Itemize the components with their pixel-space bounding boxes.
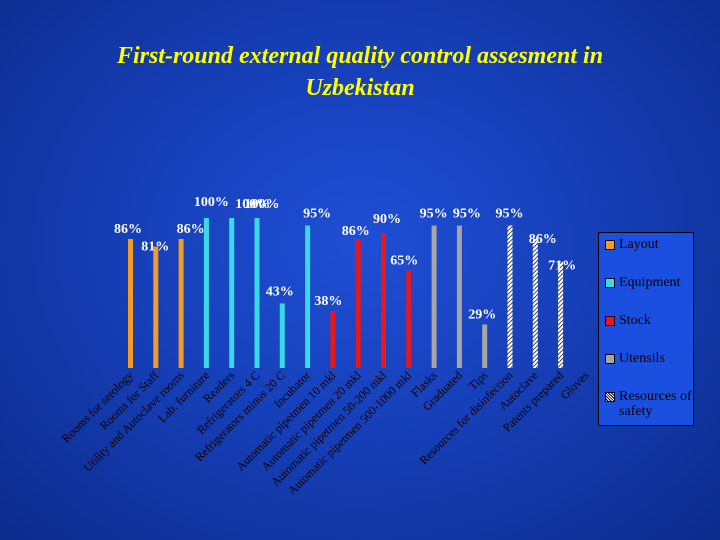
value-label-5: 100% — [235, 197, 270, 212]
legend-label: Layout — [619, 237, 659, 252]
legend-swatch — [605, 354, 615, 364]
legend-swatch — [605, 392, 615, 402]
bar-10 — [355, 239, 361, 368]
bar-7 — [279, 303, 285, 368]
bar-4 — [203, 218, 209, 368]
value-label-9: 38% — [314, 294, 342, 309]
value-label-18: 71% — [548, 259, 576, 274]
value-label-4: 100% — [194, 195, 229, 210]
value-label-7: 43% — [266, 285, 294, 300]
category-label-3: Utility and Autoclave rooms — [80, 368, 187, 475]
bar-17 — [532, 239, 538, 368]
value-label-6: 100% — [245, 197, 280, 212]
value-label-2: 81% — [141, 240, 169, 255]
bar-6 — [254, 218, 260, 368]
bar-12 — [406, 270, 412, 368]
legend-swatch — [605, 316, 615, 326]
value-label-11: 90% — [373, 212, 401, 227]
legend-label: Stock — [619, 313, 651, 328]
category-label-19: Gloves — [558, 368, 592, 402]
legend-swatch — [605, 240, 615, 250]
value-label-10: 86% — [342, 224, 370, 239]
bar-3 — [178, 239, 184, 368]
bar-14 — [456, 225, 462, 368]
value-label-1: 86% — [114, 222, 142, 237]
value-label-3: 86% — [177, 222, 205, 237]
chart-title-line-2: Uzbekistan — [305, 75, 415, 101]
bar-16 — [507, 225, 513, 368]
bar-5 — [229, 218, 235, 368]
value-label-16: 95% — [496, 207, 524, 222]
bar-9 — [330, 311, 336, 368]
bar-1 — [128, 239, 133, 368]
bar-2 — [153, 246, 159, 368]
bar-18 — [558, 261, 564, 368]
chart-title: First-round external quality control ass… — [40, 40, 680, 104]
bar-13 — [431, 225, 437, 368]
legend-label: Equipment — [619, 275, 681, 290]
value-labels-group: 86%81%86%100% 100%100%43%95%38%86%90%65%9… — [114, 195, 576, 323]
bar-11 — [381, 233, 386, 368]
legend-swatch — [605, 278, 615, 288]
value-label-13: 95% — [420, 207, 448, 222]
legend-label: Utensils — [619, 351, 665, 366]
bar-8 — [305, 225, 311, 368]
chart-legend: Layout Equipment Stock Utensils Resources of… — [598, 232, 694, 426]
value-label-12: 65% — [390, 254, 418, 269]
bar-15 — [482, 324, 488, 368]
value-label-15: 29% — [468, 308, 496, 323]
chart-title-line-1: First-round external quality control ass… — [116, 43, 604, 69]
value-label-17: 86% — [529, 232, 557, 247]
legend-label: Resources of safety — [619, 389, 692, 419]
value-label-14: 95% — [453, 207, 481, 222]
bars-group — [128, 218, 564, 368]
value-label-8: 95% — [303, 207, 331, 222]
